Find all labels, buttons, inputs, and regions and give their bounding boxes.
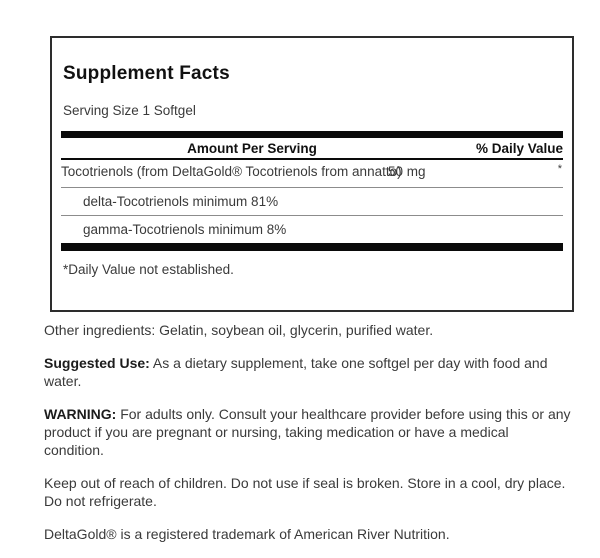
table-row-gamma-tocotrienols: gamma-Tocotrienols minimum 8% — [61, 215, 563, 243]
suggested-use-label: Suggested Use: — [44, 355, 150, 371]
info-section: Other ingredients: Gelatin, soybean oil,… — [44, 315, 572, 558]
header-daily-value: % Daily Value — [475, 141, 563, 156]
thick-divider-top — [61, 131, 563, 138]
table-row-tocotrienols: Tocotrienols (from DeltaGold® Tocotrieno… — [61, 160, 563, 187]
suggested-use-paragraph: Suggested Use: As a dietary supplement, … — [44, 354, 572, 390]
daily-value-footnote: *Daily Value not established. — [63, 262, 234, 277]
trademark-text: DeltaGold® is a registered trademark of … — [44, 526, 450, 542]
panel-title: Supplement Facts — [63, 63, 230, 84]
warning-text: For adults only. Consult your healthcare… — [44, 406, 571, 458]
suggested-use-text: As a dietary supplement, take one softge… — [44, 355, 548, 389]
other-ingredients-text: Other ingredients: Gelatin, soybean oil,… — [44, 322, 434, 338]
table-header-row: Amount Per Serving % Daily Value — [61, 138, 563, 160]
daily-value-asterisk: * — [557, 163, 562, 175]
warning-label: WARNING: — [44, 406, 117, 422]
thick-divider-bottom — [61, 243, 563, 251]
serving-size: Serving Size 1 Softgel — [63, 103, 196, 118]
storage-text: Keep out of reach of children. Do not us… — [44, 475, 566, 509]
supplement-facts-panel: Supplement Facts Serving Size 1 Softgel … — [50, 36, 574, 312]
nutrient-name: Tocotrienols (from DeltaGold® Tocotrieno… — [61, 164, 402, 179]
nutrient-amount: 50 mg — [388, 164, 426, 179]
table-row-delta-tocotrienols: delta-Tocotrienols minimum 81% — [61, 187, 563, 215]
warning-paragraph: WARNING: For adults only. Consult your h… — [44, 405, 572, 459]
header-amount-per-serving: Amount Per Serving — [187, 141, 317, 156]
